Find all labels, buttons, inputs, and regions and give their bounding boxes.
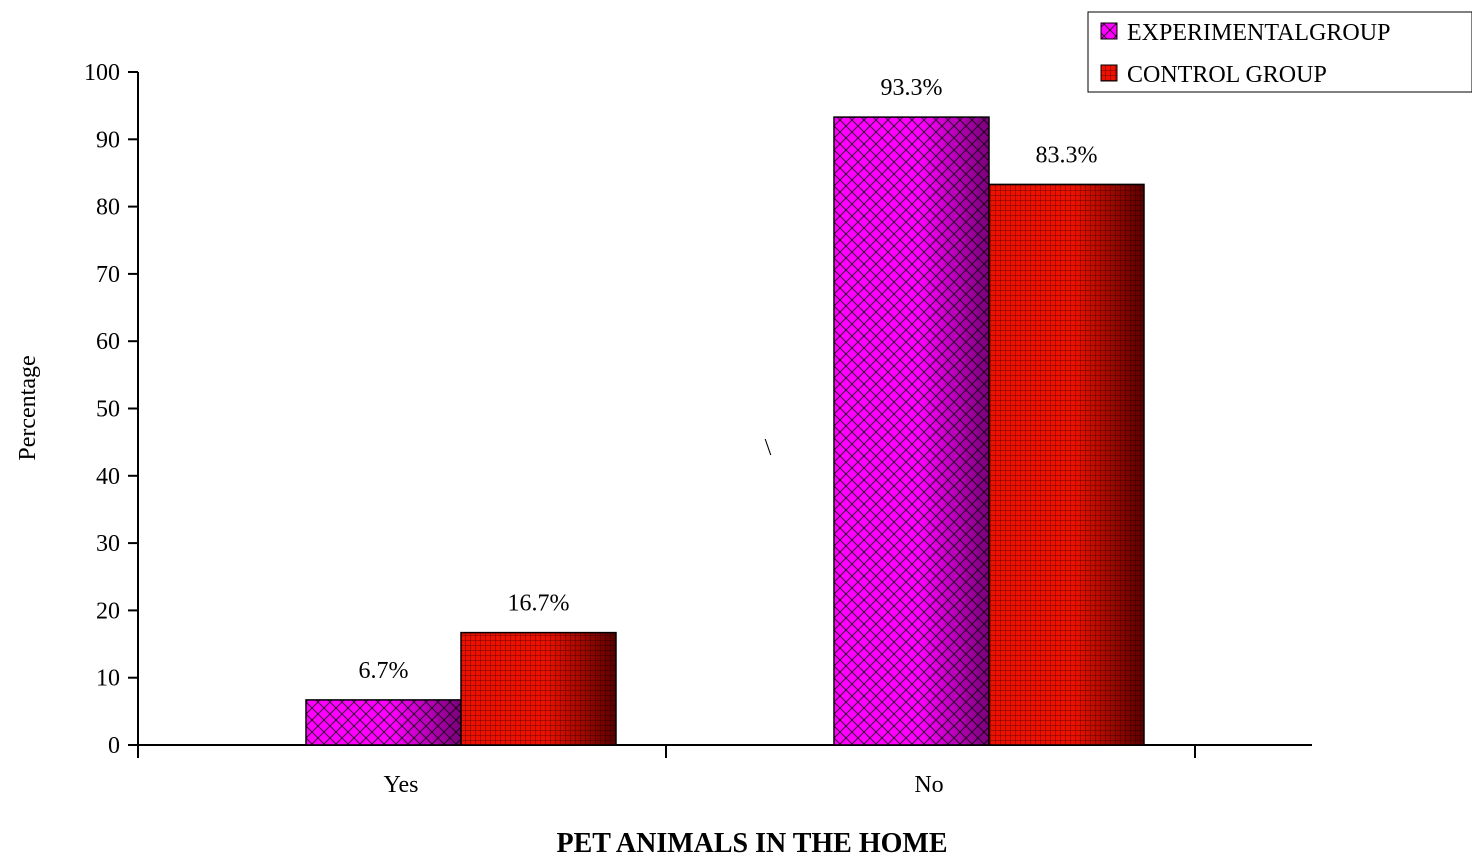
bar-hatch — [306, 699, 461, 745]
data-label: 6.7% — [359, 658, 409, 684]
y-tick-label: 100 — [84, 60, 120, 86]
legend-swatch-control-pattern — [1101, 65, 1117, 81]
x-axis-title: PET ANIMALS IN THE HOME — [556, 828, 947, 859]
bar-hatch — [989, 184, 1144, 746]
legend-swatch-experimental-pattern — [1101, 23, 1117, 39]
bar-hatch — [461, 632, 616, 745]
bars: 6.7% 93.3% 16.7% 83.3% — [305, 75, 1145, 746]
legend: EXPERIMENTALGROUP CONTROL GROUP — [1087, 11, 1472, 93]
y-tick-label: 10 — [96, 666, 120, 692]
y-tick-label: 0 — [108, 733, 120, 759]
y-tick-label: 70 — [96, 262, 120, 288]
category-label: Yes — [384, 772, 419, 798]
y-tick-label: 30 — [96, 531, 120, 557]
legend-label-experimental: EXPERIMENTALGROUP — [1127, 20, 1390, 46]
y-tick-label: 90 — [96, 127, 120, 153]
category-label: No — [914, 772, 943, 798]
bar-hatch — [834, 117, 989, 745]
legend-box — [1087, 11, 1472, 93]
y-tick-label: 60 — [96, 329, 120, 355]
y-axis-title: Percentage — [15, 355, 41, 460]
legend-label-control: CONTROL GROUP — [1127, 62, 1327, 88]
data-label: 83.3% — [1036, 142, 1098, 168]
y-tick-label: 80 — [96, 195, 120, 221]
y-tick-label: 20 — [96, 598, 120, 624]
data-label: 93.3% — [881, 75, 943, 101]
y-tick-label: 40 — [96, 464, 120, 490]
y-tick-label: 50 — [96, 397, 120, 423]
data-label: 16.7% — [508, 591, 570, 617]
category-labels: Yes No — [384, 772, 944, 798]
annotation-mark: \ — [765, 435, 772, 461]
y-ticks: 0 10 20 30 40 50 60 70 80 90 100 — [84, 60, 138, 759]
